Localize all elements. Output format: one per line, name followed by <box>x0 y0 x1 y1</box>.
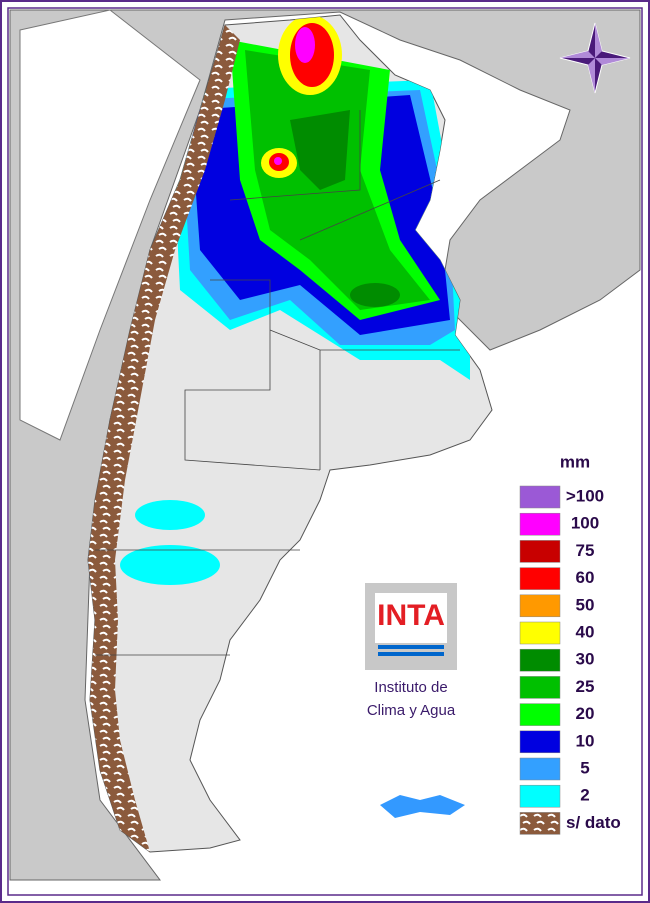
logo-line: Instituto de <box>374 679 447 696</box>
legend-swatch <box>519 757 561 781</box>
legend-swatch <box>519 730 561 754</box>
legend-label: 40 <box>576 622 595 641</box>
legend-swatch <box>519 621 561 645</box>
legend-swatch <box>519 784 561 808</box>
logo-inner <box>375 593 447 643</box>
rain-area <box>120 545 220 585</box>
legend-label: 75 <box>576 541 595 560</box>
legend-label: 50 <box>576 595 595 614</box>
legend-label: 30 <box>576 650 595 669</box>
pacific-ocean <box>19 9 201 441</box>
legend-swatch <box>519 648 561 672</box>
legend-swatch <box>519 812 561 835</box>
compass-rose <box>559 22 631 94</box>
logo-name: INTA <box>377 599 445 632</box>
no-data-strip <box>88 25 240 852</box>
legend-swatch <box>519 703 561 726</box>
legend-title: mm <box>560 452 590 471</box>
legend-swatch <box>519 485 561 509</box>
legend-label: 5 <box>580 758 589 777</box>
province-borders <box>95 110 460 656</box>
legend: >100 100 75 60 50 40 30 25 20 10 5 2 s/ dato <box>519 485 621 835</box>
rain-field <box>88 15 470 600</box>
falkland-islands <box>380 795 465 818</box>
legend-swatch <box>519 594 561 618</box>
rain-area <box>135 500 205 530</box>
legend-label: 20 <box>576 704 595 723</box>
legend-swatch <box>519 540 561 563</box>
legend-label: 10 <box>576 731 595 750</box>
legend-label: 25 <box>576 677 595 696</box>
neighbor-land <box>9 9 641 881</box>
rain-area <box>274 157 282 165</box>
legend-label: s/ dato <box>566 813 621 832</box>
legend-swatch <box>519 567 561 590</box>
legend-label: 2 <box>580 786 589 805</box>
rain-area <box>350 283 400 307</box>
legend-label: >100 <box>566 486 604 505</box>
legend-swatch <box>519 512 561 536</box>
legend-swatch <box>519 676 561 699</box>
logo-line: Clima y Agua <box>367 702 456 719</box>
rain-area <box>290 110 350 190</box>
logo-stripe <box>378 652 444 656</box>
logo-stripe <box>378 645 444 649</box>
legend-label: 60 <box>576 568 595 587</box>
rain-area <box>295 27 315 63</box>
legend-label: 100 <box>571 514 599 533</box>
